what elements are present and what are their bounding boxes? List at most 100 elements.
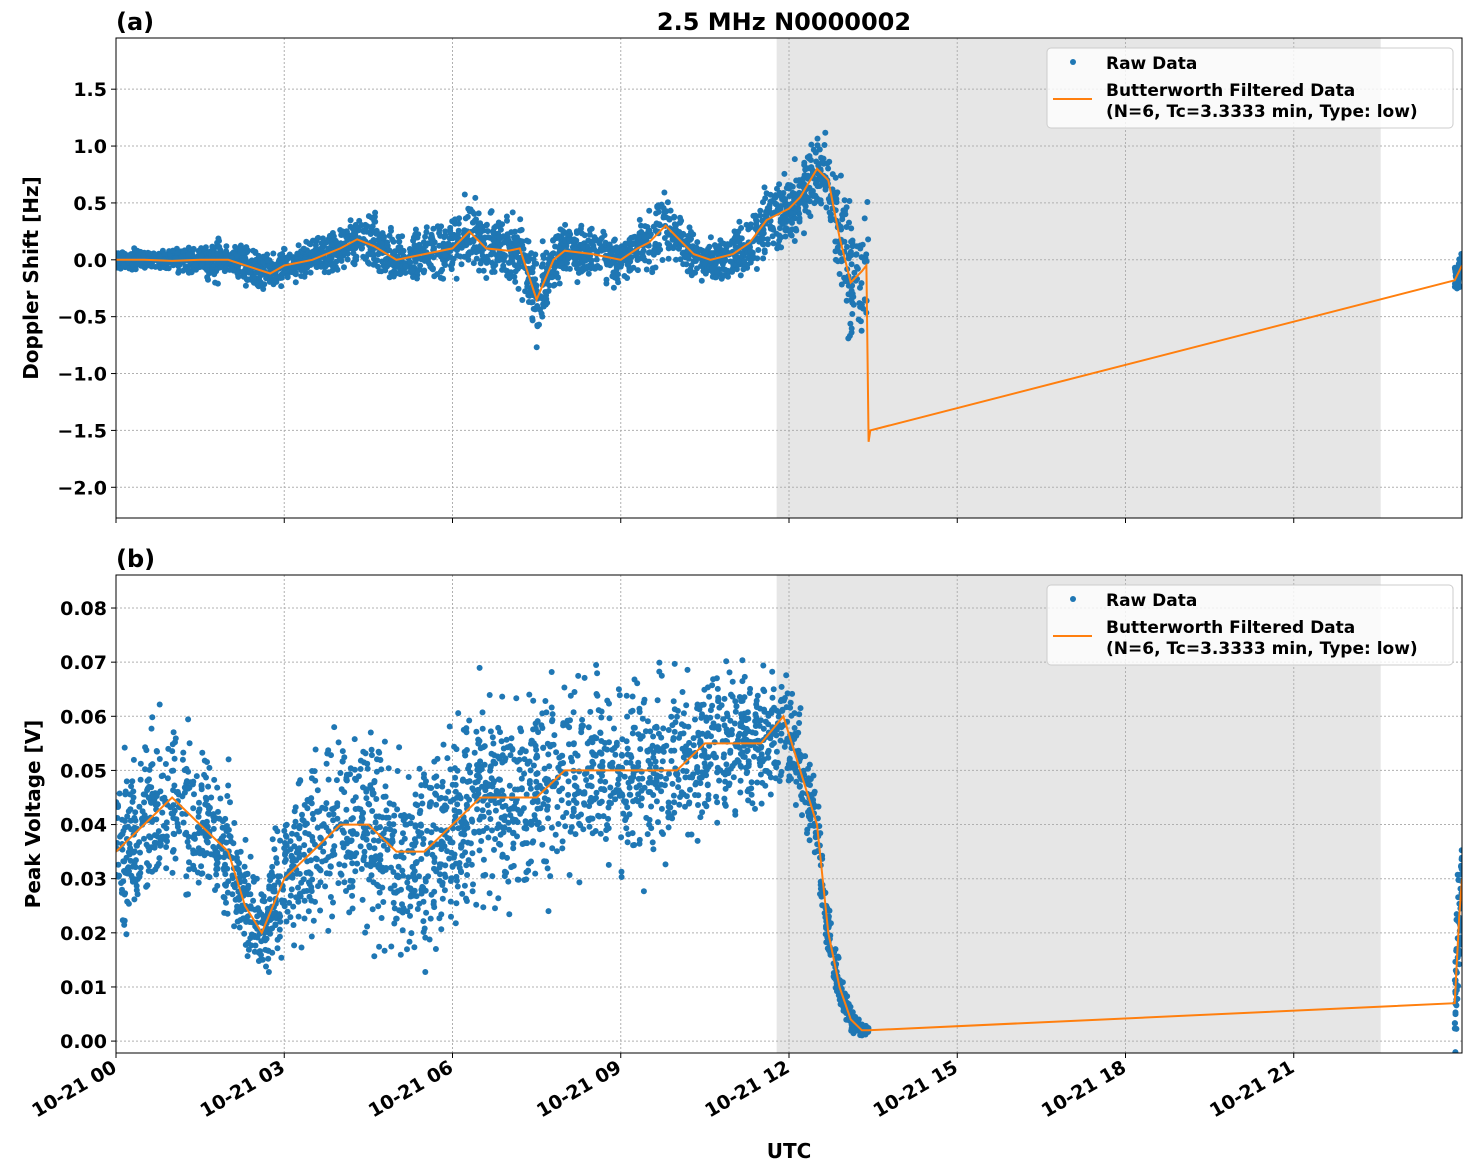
raw-data-point: [723, 658, 729, 664]
raw-data-point: [448, 263, 454, 269]
raw-data-point: [344, 854, 350, 860]
raw-data-point: [553, 832, 559, 838]
raw-data-point: [307, 241, 313, 247]
raw-data-point: [597, 730, 603, 736]
raw-data-point: [296, 914, 302, 920]
raw-data-point: [776, 709, 782, 715]
raw-data-point: [323, 825, 329, 831]
raw-data-point: [262, 947, 268, 953]
raw-data-point: [340, 827, 346, 833]
raw-data-point: [382, 267, 388, 273]
raw-data-point: [196, 800, 202, 806]
raw-data-point: [685, 724, 691, 730]
raw-data-point: [225, 783, 231, 789]
raw-data-point: [379, 241, 385, 247]
raw-data-point: [302, 830, 308, 836]
raw-data-point: [552, 282, 558, 288]
raw-data-point: [375, 251, 381, 257]
raw-data-point: [175, 263, 181, 269]
legend-filtered-label-1: Butterworth Filtered Data: [1106, 81, 1355, 101]
raw-data-point: [778, 698, 784, 704]
raw-data-point: [544, 807, 550, 813]
raw-data-point: [768, 792, 774, 798]
raw-data-point: [456, 221, 462, 227]
raw-data-point: [326, 255, 332, 261]
raw-data-point: [535, 806, 541, 812]
raw-data-point: [727, 750, 733, 756]
raw-data-point: [363, 786, 369, 792]
raw-data-point: [459, 891, 465, 897]
raw-data-point: [159, 810, 165, 816]
raw-data-point: [424, 224, 430, 230]
raw-data-point: [468, 840, 474, 846]
raw-data-point: [287, 914, 293, 920]
raw-data-point: [489, 827, 495, 833]
raw-data-point: [362, 256, 368, 262]
raw-data-point: [557, 281, 563, 287]
raw-data-point: [272, 825, 278, 831]
raw-data-point: [634, 680, 640, 686]
raw-data-point: [529, 315, 535, 321]
raw-data-point: [163, 844, 169, 850]
raw-data-point: [295, 885, 301, 891]
raw-data-point: [520, 841, 526, 847]
raw-data-point: [486, 810, 492, 816]
raw-data-point: [352, 767, 358, 773]
raw-data-point: [244, 277, 250, 283]
raw-data-point: [444, 804, 450, 810]
raw-data-point: [376, 268, 382, 274]
raw-data-point: [497, 252, 503, 258]
raw-data-point: [599, 751, 605, 757]
raw-data-point: [860, 306, 866, 312]
raw-data-point: [144, 860, 150, 866]
raw-data-point: [624, 714, 630, 720]
raw-data-point: [294, 251, 300, 257]
raw-data-point: [742, 674, 748, 680]
raw-data-point: [323, 806, 329, 812]
raw-data-point: [823, 205, 829, 211]
raw-data-point: [214, 883, 220, 889]
raw-data-point: [539, 311, 545, 317]
raw-data-point: [745, 797, 751, 803]
raw-data-point: [330, 900, 336, 906]
raw-data-point: [602, 779, 608, 785]
raw-data-point: [131, 850, 137, 856]
raw-data-point: [366, 843, 372, 849]
raw-data-point: [849, 293, 855, 299]
raw-data-point: [623, 815, 629, 821]
raw-data-point: [427, 785, 433, 791]
raw-data-point: [572, 751, 578, 757]
raw-data-point: [692, 717, 698, 723]
raw-data-point: [280, 900, 286, 906]
raw-data-point: [297, 824, 303, 830]
raw-data-point: [243, 837, 249, 843]
raw-data-point: [271, 886, 277, 892]
raw-data-point: [445, 789, 451, 795]
raw-data-point: [576, 879, 582, 885]
raw-data-point: [574, 800, 580, 806]
raw-data-point: [804, 827, 810, 833]
raw-data-point: [454, 247, 460, 253]
raw-data-point: [798, 705, 804, 711]
raw-data-point: [469, 785, 475, 791]
raw-data-point: [670, 737, 676, 743]
raw-data-point: [519, 785, 525, 791]
raw-data-point: [650, 792, 656, 798]
raw-data-point: [315, 236, 321, 242]
raw-data-point: [402, 836, 408, 842]
raw-data-point: [723, 761, 729, 767]
raw-data-point: [275, 945, 281, 951]
raw-data-point: [630, 842, 636, 848]
raw-data-point: [859, 328, 865, 334]
raw-data-point: [436, 915, 442, 921]
raw-data-point: [223, 243, 229, 249]
raw-data-point: [315, 787, 321, 793]
raw-data-point: [383, 783, 389, 789]
raw-data-point: [517, 767, 523, 773]
raw-data-point: [129, 778, 135, 784]
raw-data-point: [422, 969, 428, 975]
raw-data-point: [598, 786, 604, 792]
raw-data-point: [442, 862, 448, 868]
raw-data-point: [636, 776, 642, 782]
